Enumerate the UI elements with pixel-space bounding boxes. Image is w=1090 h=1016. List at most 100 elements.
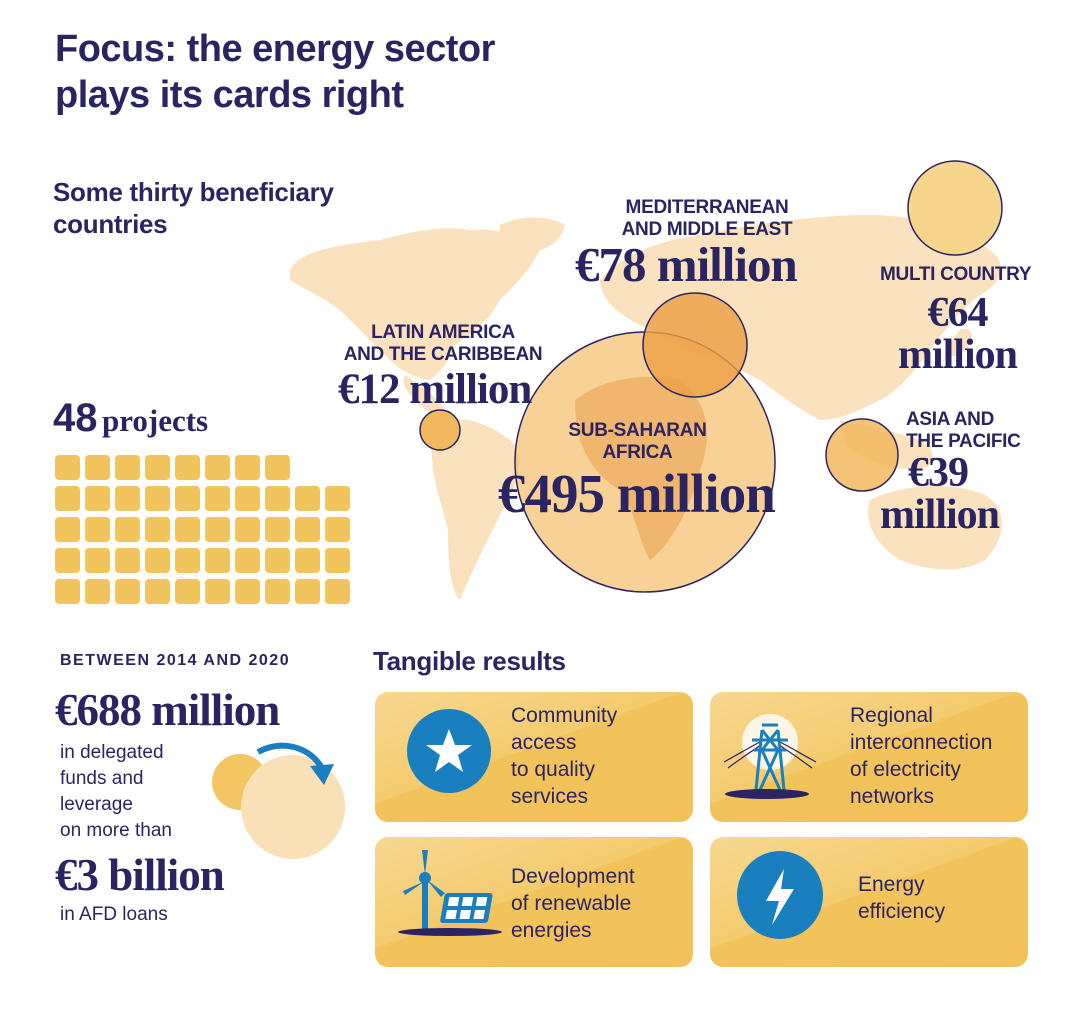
funding-description: in delegated funds and leverage on more …	[60, 740, 172, 844]
project-square	[265, 455, 290, 480]
asia-pacific-bubble	[825, 418, 899, 492]
subtitle-line-2: countries	[53, 209, 168, 239]
project-square	[115, 548, 140, 573]
card-line: Energy	[858, 873, 925, 896]
project-square	[115, 486, 140, 511]
project-square	[235, 455, 260, 480]
latin-america-bubble	[419, 409, 461, 451]
project-square	[85, 579, 110, 604]
project-square	[205, 455, 230, 480]
project-square	[145, 579, 170, 604]
large-coin	[241, 755, 345, 859]
project-square	[235, 579, 260, 604]
project-square	[175, 455, 200, 480]
project-square	[175, 579, 200, 604]
multi-country-label: MULTI COUNTRY	[880, 264, 1032, 285]
wind-solar-icon	[398, 850, 502, 936]
project-square	[235, 517, 260, 542]
funding-line-3: leverage	[60, 794, 133, 815]
latin-america-amount: €12 million	[338, 366, 532, 413]
multi-country-amount-unit: million	[897, 332, 1018, 378]
asia-pacific-amount: €39 million	[880, 452, 1048, 536]
card-line: Community	[511, 704, 618, 727]
greenland	[499, 217, 565, 252]
sub-saharan-amount: €495 million	[498, 463, 776, 524]
asia-pacific-label-line-2: THE PACIFIC	[906, 431, 1021, 452]
arrow-curve	[256, 742, 325, 770]
card-line: networks	[850, 785, 935, 808]
loans-amount: €3 billion	[55, 850, 225, 900]
mediterranean-amount: €78 million	[575, 237, 798, 292]
project-square	[265, 486, 290, 511]
funding-line-4: on more than	[60, 820, 172, 841]
south-america	[431, 418, 520, 600]
subtitle-line-1: Some thirty beneficiary	[53, 177, 334, 207]
project-square	[145, 548, 170, 573]
project-square	[235, 548, 260, 573]
project-square	[115, 455, 140, 480]
delegated-funds-amount: €688 million	[55, 685, 280, 735]
latin-america-label-line-2: AND THE CARIBBEAN	[343, 344, 543, 365]
result-card-text: Energy efficiency	[858, 871, 945, 925]
project-square	[145, 455, 170, 480]
title-line-1: Focus: the energy sector	[55, 28, 495, 70]
japan	[948, 328, 972, 356]
project-square	[205, 579, 230, 604]
sub-saharan-label-line-1: SUB-SAHARAN	[568, 420, 707, 441]
project-square	[115, 517, 140, 542]
funding-line-1: in delegated	[60, 742, 164, 763]
project-square	[295, 548, 320, 573]
star-icon	[407, 709, 491, 793]
project-square	[325, 548, 350, 573]
card-line: of electricity	[850, 758, 961, 781]
project-square	[55, 517, 80, 542]
loans-label: in AFD loans	[60, 904, 168, 925]
project-square	[175, 486, 200, 511]
australia	[868, 485, 1002, 570]
mediterranean-label-line-2: AND MIDDLE EAST	[621, 219, 793, 240]
project-square	[295, 579, 320, 604]
projects-number: 48	[53, 396, 98, 440]
project-square	[295, 517, 320, 542]
lightning-icon	[737, 851, 823, 939]
result-card-interconnection: Regional interconnection of electricity …	[710, 692, 1028, 822]
project-square	[175, 548, 200, 573]
project-square	[265, 579, 290, 604]
result-card-community: Community access to quality services	[375, 692, 693, 822]
card-line: to quality	[511, 758, 596, 781]
project-square	[265, 517, 290, 542]
project-square	[85, 548, 110, 573]
world-map	[290, 160, 1003, 600]
central-america	[403, 375, 445, 415]
result-card-text: Development of renewable energies	[511, 863, 635, 944]
multi-country-amount-value: €64	[927, 290, 989, 336]
arrow-head	[310, 764, 334, 785]
latin-america-label-line-1: LATIN AMERICA	[371, 322, 515, 343]
sub-saharan-label: SUB-SAHARAN AFRICA	[540, 420, 735, 464]
projects-count: 48 projects	[53, 396, 208, 441]
asia-pacific-label: ASIA AND THE PACIFIC	[906, 409, 1021, 453]
project-square	[205, 548, 230, 573]
leverage-coins-icon	[212, 742, 345, 859]
result-card-efficiency: Energy efficiency	[710, 837, 1028, 967]
asia-pacific-amount-value: €39	[908, 450, 969, 496]
projects-label: projects	[101, 403, 209, 438]
period-label: BETWEEN 2014 AND 2020	[60, 652, 291, 669]
project-square	[295, 486, 320, 511]
result-card-renewables: Development of renewable energies	[375, 837, 693, 967]
card-line: energies	[511, 919, 592, 942]
project-square	[55, 486, 80, 511]
project-square	[265, 548, 290, 573]
page-title: Focus: the energy sector plays its cards…	[55, 26, 495, 118]
project-square	[145, 517, 170, 542]
result-card-text: Community access to quality services	[511, 702, 617, 810]
card-line: efficiency	[858, 900, 946, 923]
subtitle: Some thirty beneficiary countries	[53, 176, 334, 240]
mediterranean-label-line-1: MEDITERRANEAN	[625, 197, 789, 218]
project-square	[115, 579, 140, 604]
project-square	[145, 486, 170, 511]
multi-country-bubble	[907, 160, 1003, 256]
mediterranean-label: MEDITERRANEAN AND MIDDLE EAST	[597, 197, 817, 241]
sub-saharan-label-line-2: AFRICA	[602, 442, 673, 463]
